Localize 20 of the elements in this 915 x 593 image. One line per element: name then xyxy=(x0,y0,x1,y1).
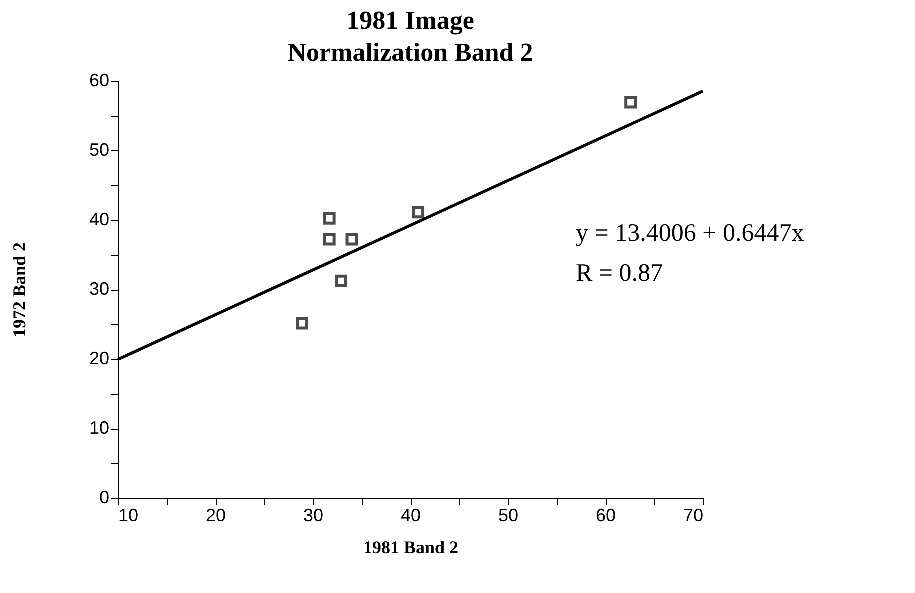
y-tick-label: 30 xyxy=(89,279,110,299)
x-tick-label: 20 xyxy=(206,506,226,526)
x-tick-label: 60 xyxy=(596,506,616,526)
x-tick-label: 10 xyxy=(118,506,139,526)
chart-title: 1981 Image xyxy=(346,6,474,35)
y-tick-label: 40 xyxy=(89,210,110,230)
x-tick-label: 40 xyxy=(400,506,422,526)
y-tick-label: 50 xyxy=(89,140,110,160)
y-tick-label: 10 xyxy=(89,418,110,438)
annotation: R = 0.87 xyxy=(576,260,664,287)
annotation: y = 13.4006 + 0.6447x xyxy=(576,220,805,247)
y-tick-label: 20 xyxy=(89,348,110,368)
x-tick-label: 70 xyxy=(683,506,704,526)
y-axis-title: 1972 Band 2 xyxy=(9,242,30,338)
chart-subtitle: Normalization Band 2 xyxy=(288,38,534,67)
y-tick-label: 0 xyxy=(99,488,110,508)
x-axis-title: 1981 Band 2 xyxy=(363,538,459,558)
y-tick-label: 60 xyxy=(89,70,110,90)
x-tick-label: 30 xyxy=(303,506,324,526)
x-tick-label: 50 xyxy=(498,506,519,526)
